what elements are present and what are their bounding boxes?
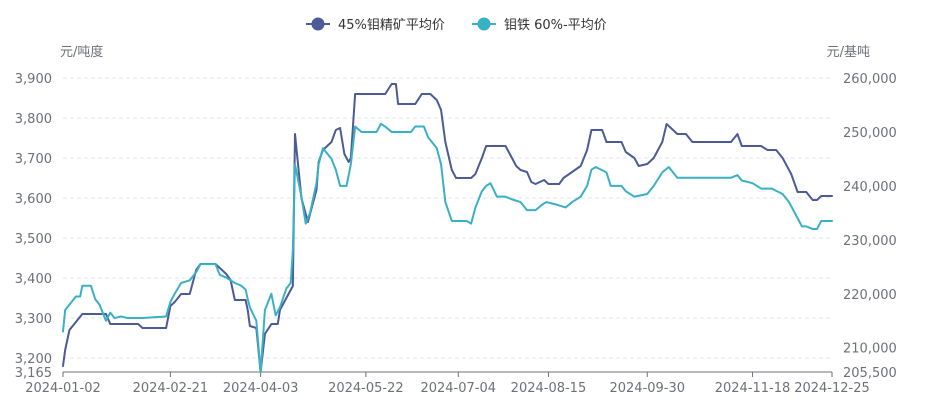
legend-label-series-1: 45%钼精矿平均价 bbox=[338, 18, 445, 33]
left-tick-label: 3,900 bbox=[15, 72, 52, 87]
left-tick-label: 3,600 bbox=[15, 192, 52, 207]
legend-item-series-2[interactable]: 钼铁 60%-平均价 bbox=[472, 17, 607, 33]
right-axis-ticks: 205,500 210,000 220,000 230,000 240,000 250,0… bbox=[843, 72, 897, 381]
left-tick-label: 3,165 bbox=[15, 366, 52, 381]
x-tick-label: 2024-09-30 bbox=[609, 381, 685, 396]
right-tick-label: 260,000 bbox=[843, 72, 897, 87]
legend-item-series-1[interactable]: 45%钼精矿平均价 bbox=[306, 17, 445, 33]
series-line-2[interactable] bbox=[62, 122, 833, 373]
x-tick-label: 2024-07-04 bbox=[420, 381, 496, 396]
left-tick-label: 3,700 bbox=[15, 152, 52, 167]
x-tick-label: 2024-01-02 bbox=[25, 381, 101, 396]
series-line-1[interactable] bbox=[62, 83, 833, 373]
x-axis: 2024-01-02 2024-02-21 2024-04-03 2024-05-22… bbox=[25, 371, 870, 396]
left-tick-label: 3,300 bbox=[15, 312, 52, 327]
right-tick-label: 205,500 bbox=[843, 366, 897, 381]
grid-lines bbox=[63, 77, 832, 359]
left-tick-label: 3,500 bbox=[15, 232, 52, 247]
x-tick-label: 2024-11-18 bbox=[715, 381, 791, 396]
series-lines bbox=[62, 83, 833, 373]
legend-label-series-2: 钼铁 60%-平均价 bbox=[504, 18, 607, 33]
x-tick-label: 2024-02-21 bbox=[133, 381, 209, 396]
x-tick-label: 2024-04-03 bbox=[223, 381, 299, 396]
right-tick-label: 220,000 bbox=[843, 288, 897, 303]
right-tick-label: 230,000 bbox=[843, 234, 897, 249]
right-axis-unit: 元/基吨 bbox=[827, 45, 870, 60]
left-tick-label: 3,400 bbox=[15, 272, 52, 287]
right-tick-label: 240,000 bbox=[843, 180, 897, 195]
legend[interactable]: 45%钼精矿平均价 钼铁 60%-平均价 bbox=[306, 17, 607, 33]
x-tick-label: 2024-12-25 bbox=[794, 381, 870, 396]
x-tick-label: 2024-05-22 bbox=[328, 381, 404, 396]
left-axis-unit: 元/吨度 bbox=[60, 44, 103, 60]
right-tick-label: 250,000 bbox=[843, 126, 897, 141]
x-tick-label: 2024-08-15 bbox=[511, 381, 587, 396]
left-tick-label: 3,800 bbox=[15, 112, 52, 127]
left-tick-label: 3,200 bbox=[15, 352, 52, 367]
right-tick-label: 210,000 bbox=[843, 342, 897, 357]
